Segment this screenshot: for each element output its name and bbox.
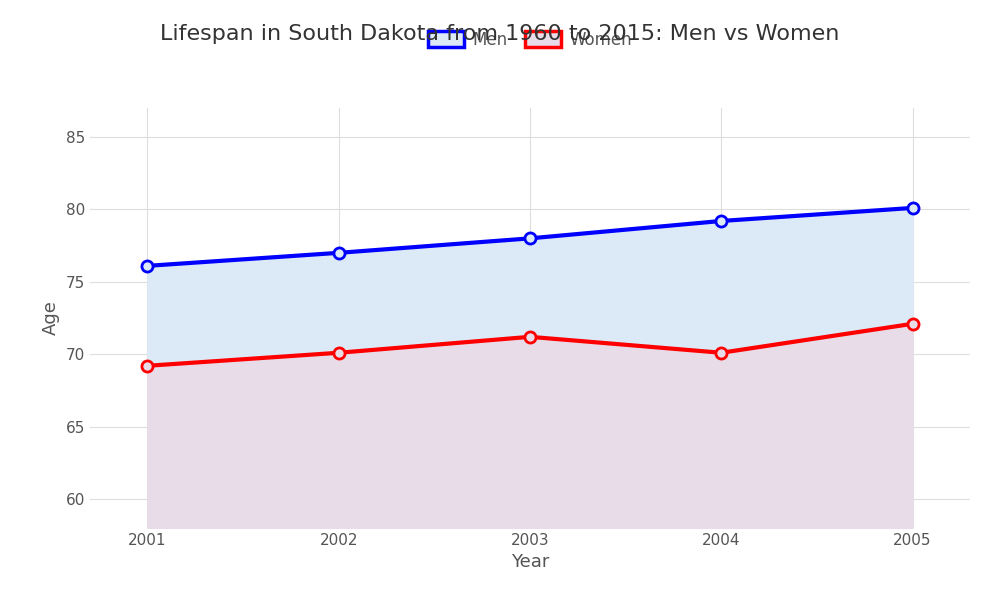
Legend: Men, Women: Men, Women	[421, 24, 639, 55]
Text: Lifespan in South Dakota from 1960 to 2015: Men vs Women: Lifespan in South Dakota from 1960 to 20…	[160, 24, 840, 44]
Y-axis label: Age: Age	[42, 301, 60, 335]
X-axis label: Year: Year	[511, 553, 549, 571]
